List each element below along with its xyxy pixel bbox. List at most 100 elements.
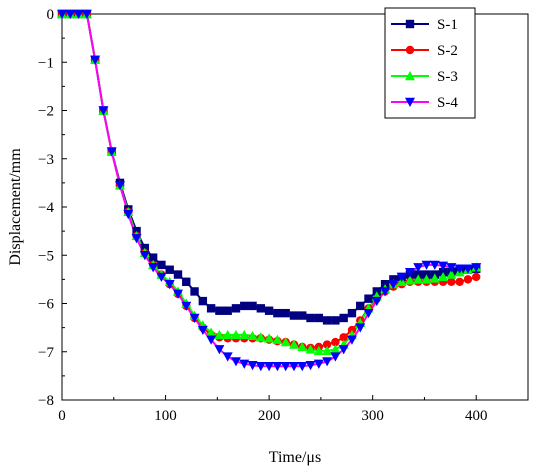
data-point-s-4 xyxy=(222,352,233,362)
data-point-s-1 xyxy=(148,253,158,262)
legend-marker-s-2 xyxy=(405,45,415,55)
data-point-s-4 xyxy=(98,106,109,116)
data-point-s-4 xyxy=(156,272,167,282)
data-point-s-4 xyxy=(123,210,134,220)
data-point-s-1 xyxy=(231,304,241,313)
data-point-s-4 xyxy=(438,261,449,271)
data-point-s-4 xyxy=(330,352,341,362)
x-tick-label: 300 xyxy=(361,408,384,424)
y-tick-label: −2 xyxy=(38,104,54,120)
data-point-s-3 xyxy=(288,339,299,349)
data-point-s-1 xyxy=(356,301,365,311)
legend-box xyxy=(384,7,476,119)
data-point-s-4 xyxy=(404,267,415,278)
data-point-s-3 xyxy=(421,274,432,284)
data-point-s-4 xyxy=(322,357,333,367)
series-markers xyxy=(57,9,482,372)
data-point-s-3 xyxy=(255,332,266,342)
data-point-s-3 xyxy=(222,329,233,340)
data-point-s-4 xyxy=(371,296,382,307)
data-point-s-4 xyxy=(206,335,217,345)
data-point-s-4 xyxy=(81,9,92,19)
data-point-s-3 xyxy=(264,333,275,343)
data-point-s-1 xyxy=(215,306,224,315)
data-point-s-4 xyxy=(446,263,457,273)
data-point-s-4 xyxy=(471,263,482,273)
data-point-s-4 xyxy=(214,345,225,355)
legend-label-s-3: S-3 xyxy=(437,69,458,85)
data-point-s-2 xyxy=(447,277,456,286)
data-point-s-1 xyxy=(206,304,216,313)
data-point-s-4 xyxy=(429,260,440,270)
data-point-s-4 xyxy=(164,280,175,290)
data-point-s-1 xyxy=(298,311,307,320)
data-point-s-1 xyxy=(331,316,340,325)
data-point-s-3 xyxy=(280,337,291,347)
data-point-s-4 xyxy=(297,362,308,372)
data-point-s-1 xyxy=(364,294,373,303)
data-point-s-2 xyxy=(463,275,473,284)
data-point-s-1 xyxy=(182,277,191,286)
data-point-s-4 xyxy=(114,181,125,191)
data-point-s-3 xyxy=(272,334,283,344)
data-point-s-3 xyxy=(322,345,333,355)
data-point-s-3 xyxy=(413,274,424,284)
legend-label-s-2: S-2 xyxy=(437,43,458,59)
data-point-s-3 xyxy=(404,275,415,285)
data-point-s-3 xyxy=(206,327,217,337)
data-point-s-3 xyxy=(230,329,241,340)
data-point-s-1 xyxy=(322,316,332,325)
data-point-s-3 xyxy=(239,329,250,340)
data-point-s-2 xyxy=(331,337,340,347)
data-point-s-4 xyxy=(355,323,366,333)
data-point-s-1 xyxy=(165,265,174,274)
data-point-s-1 xyxy=(289,311,299,320)
legend-marker-s-1 xyxy=(405,19,415,29)
x-tick-label: 400 xyxy=(465,408,488,424)
data-point-s-4 xyxy=(396,272,407,282)
data-point-s-3 xyxy=(330,344,341,354)
data-point-s-3 xyxy=(429,273,440,283)
data-point-s-1 xyxy=(256,304,266,313)
data-point-s-4 xyxy=(338,345,349,355)
data-point-s-4 xyxy=(264,362,275,372)
data-point-s-3 xyxy=(297,341,308,352)
data-point-s-1 xyxy=(339,313,348,323)
data-point-s-4 xyxy=(65,9,76,19)
legend-marker-s-3 xyxy=(405,71,415,81)
data-point-s-1 xyxy=(281,308,290,318)
data-point-s-3 xyxy=(247,330,258,341)
data-point-s-3 xyxy=(214,329,225,340)
data-point-s-4 xyxy=(380,287,391,297)
y-tick-label: −4 xyxy=(38,200,54,216)
data-point-s-1 xyxy=(264,306,274,315)
data-point-s-2 xyxy=(339,333,348,342)
x-axis: 0 100 200 300 400 xyxy=(58,395,487,424)
data-point-s-1 xyxy=(306,313,315,323)
data-point-s-4 xyxy=(305,361,316,371)
data-point-s-4 xyxy=(57,9,67,19)
data-point-s-1 xyxy=(157,260,166,270)
data-point-s-4 xyxy=(230,357,241,367)
data-point-s-4 xyxy=(313,359,324,369)
y-tick-label: −7 xyxy=(38,345,54,361)
y-tick-label: 0 xyxy=(47,7,55,23)
data-point-s-3 xyxy=(438,271,449,282)
data-point-s-1 xyxy=(240,301,249,311)
data-point-s-1 xyxy=(190,287,199,296)
legend-marker-s-4 xyxy=(405,97,415,107)
legend-label-s-1: S-1 xyxy=(437,17,458,33)
data-point-s-3 xyxy=(446,269,457,279)
data-point-s-4 xyxy=(272,362,283,372)
data-point-s-4 xyxy=(462,264,473,274)
x-axis-title: Time/μs xyxy=(269,449,321,466)
data-point-s-4 xyxy=(247,361,258,371)
y-tick-label: −6 xyxy=(38,297,54,313)
data-point-s-4 xyxy=(388,280,399,290)
data-point-s-1 xyxy=(314,313,324,323)
legend-label-s-4: S-4 xyxy=(437,95,458,111)
legend: S-1 S-2 S-3 S-4 xyxy=(384,7,476,119)
y-tick-label: −5 xyxy=(38,248,54,264)
data-point-s-4 xyxy=(73,9,84,19)
x-tick-label: 200 xyxy=(258,408,281,424)
